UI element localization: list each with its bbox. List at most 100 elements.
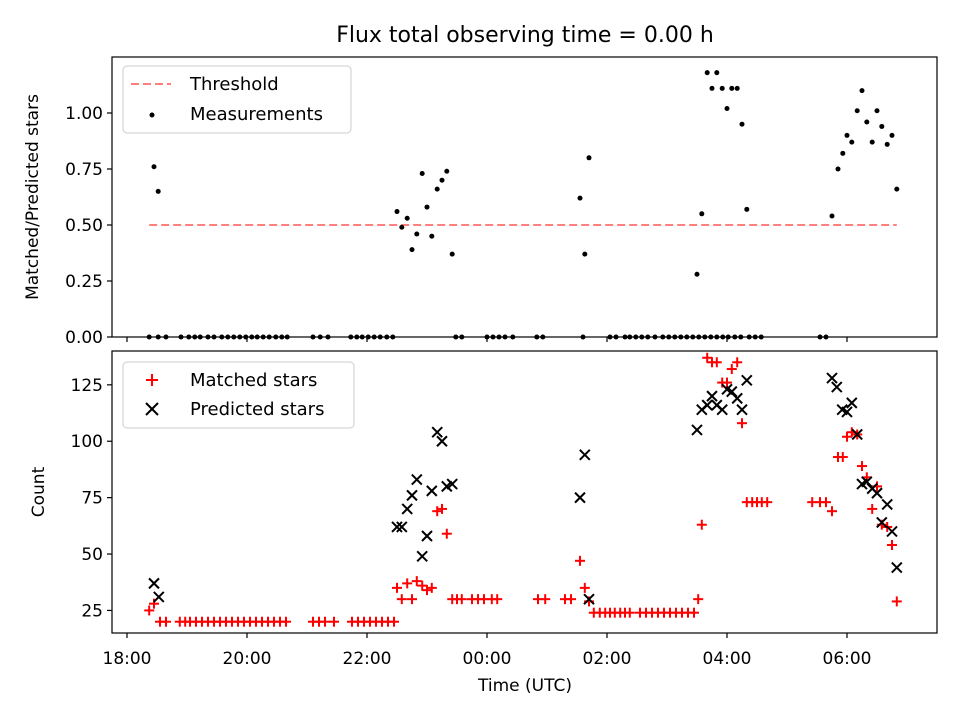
top-y-axis-label: Matched/Predicted stars [23, 94, 43, 300]
measurement-point [155, 188, 161, 194]
matched-star-point [762, 497, 773, 508]
matched-star-point [422, 585, 432, 596]
matched-star-point [402, 578, 413, 589]
predicted-star-point [391, 521, 403, 533]
predicted-star-point [876, 516, 888, 529]
predicted-star-point [406, 489, 418, 502]
matched-star-point [540, 594, 551, 605]
matched-star-point [437, 503, 447, 514]
measurement-point [864, 119, 870, 125]
matched-star-point [281, 616, 291, 627]
predicted-star-point [426, 485, 438, 497]
measurement-point [869, 139, 875, 145]
measurement-point [884, 141, 890, 147]
matched-star-point [737, 418, 747, 429]
predicted-star-point [831, 381, 843, 393]
measurement-point [889, 132, 895, 138]
predicted-star-point [396, 521, 408, 533]
predicted-star-point [153, 591, 165, 603]
matched-star-point [821, 497, 831, 508]
measurement-point [577, 195, 583, 201]
predicted-star-point [148, 577, 160, 590]
measurement-point [694, 271, 700, 277]
matched-star-point [492, 594, 503, 605]
matched-star-point [329, 616, 339, 627]
matched-stars-legend-label: Matched stars [190, 370, 317, 391]
predicted-star-point [841, 406, 853, 418]
measurement-point [424, 204, 430, 210]
predicted-star-point [691, 424, 703, 436]
matched-star-point [161, 616, 171, 627]
measurement-point [444, 168, 450, 174]
top-y-tick-label: 0.75 [65, 160, 103, 180]
bottom-legend-box [122, 361, 355, 429]
measurement-point [414, 231, 420, 237]
measurement-point [879, 123, 885, 129]
matched-star-point [711, 357, 722, 368]
measurement-point [582, 251, 588, 257]
predicted-star-point [846, 397, 858, 409]
measurement-point [699, 211, 705, 217]
measurement-point [734, 85, 740, 91]
matched-star-point [837, 452, 848, 463]
predicted-star-point [579, 449, 591, 461]
bottom-y-tick-label: 125 [71, 376, 103, 396]
predicted-star-point [583, 593, 595, 605]
top-chart-title: Flux total observing time = 0.00 h [336, 23, 714, 48]
predicted-star-point [401, 503, 413, 515]
top-y-ticks: 0.00 0.25 0.50 0.75 1.00 [65, 104, 112, 348]
matched-star-point [389, 616, 399, 627]
measurement-point [586, 155, 592, 161]
measurement-point [429, 233, 435, 239]
predicted-star-point [871, 487, 883, 499]
matched-star-point [579, 582, 590, 593]
predicted-star-point [574, 491, 586, 504]
measurement-point [829, 213, 835, 219]
measurement-point [449, 251, 455, 257]
measurement-point [394, 209, 400, 215]
predicted-star-point [891, 561, 903, 574]
top-x-ticks [126, 337, 848, 342]
matched-star-point [624, 607, 635, 618]
measurement-point [434, 186, 440, 192]
bottom-x-tick-label: 02:00 [583, 649, 632, 669]
predicted-star-point [826, 372, 838, 384]
matched-star-point [411, 576, 422, 587]
matched-star-point [827, 506, 837, 517]
predicted-stars-legend-label: Predicted stars [190, 399, 324, 420]
measurements-legend-swatch [149, 112, 155, 118]
predicted-star-point [421, 530, 433, 542]
matched-star-point [396, 594, 407, 605]
top-y-tick-label: 0.00 [65, 328, 103, 348]
matched-star-point [575, 555, 585, 566]
predicted-star-point [411, 473, 423, 486]
threshold-legend-label: Threshold [189, 74, 279, 95]
matched-star-point [426, 582, 437, 593]
measurement-point [439, 177, 445, 183]
measurement-point [719, 85, 725, 91]
predicted-star-point [701, 399, 713, 411]
bottom-x-tick-label: 18:00 [103, 649, 152, 669]
measurement-point [849, 139, 855, 145]
measurement-point [419, 170, 425, 176]
bottom-legend: Matched stars Predicted stars [122, 361, 355, 429]
predicted-star-point [706, 390, 718, 402]
bottom-y-axis-label: Count [29, 466, 49, 517]
matched-star-point [144, 605, 155, 616]
bottom-y-ticks: 25 50 75 100 125 [71, 376, 112, 621]
measurement-point [714, 70, 720, 76]
measurement-point [894, 186, 900, 192]
predicted-star-point [431, 426, 443, 438]
bottom-panel: 25 50 75 100 125 18:00 20:00 22:00 00:00 02:00 04… [29, 350, 938, 696]
matched-star-point [732, 357, 743, 368]
predicted-star-point [886, 525, 898, 538]
matched-star-point [417, 580, 428, 591]
bottom-x-tick-label: 06:00 [823, 649, 872, 669]
measurement-point [835, 166, 841, 172]
predicted-star-point [881, 498, 893, 511]
matched-star-point [566, 594, 576, 605]
matched-star-point [432, 506, 443, 517]
top-y-tick-label: 0.25 [65, 272, 103, 292]
matched-star-point [392, 582, 402, 593]
bottom-x-tick-label: 04:00 [703, 649, 752, 669]
